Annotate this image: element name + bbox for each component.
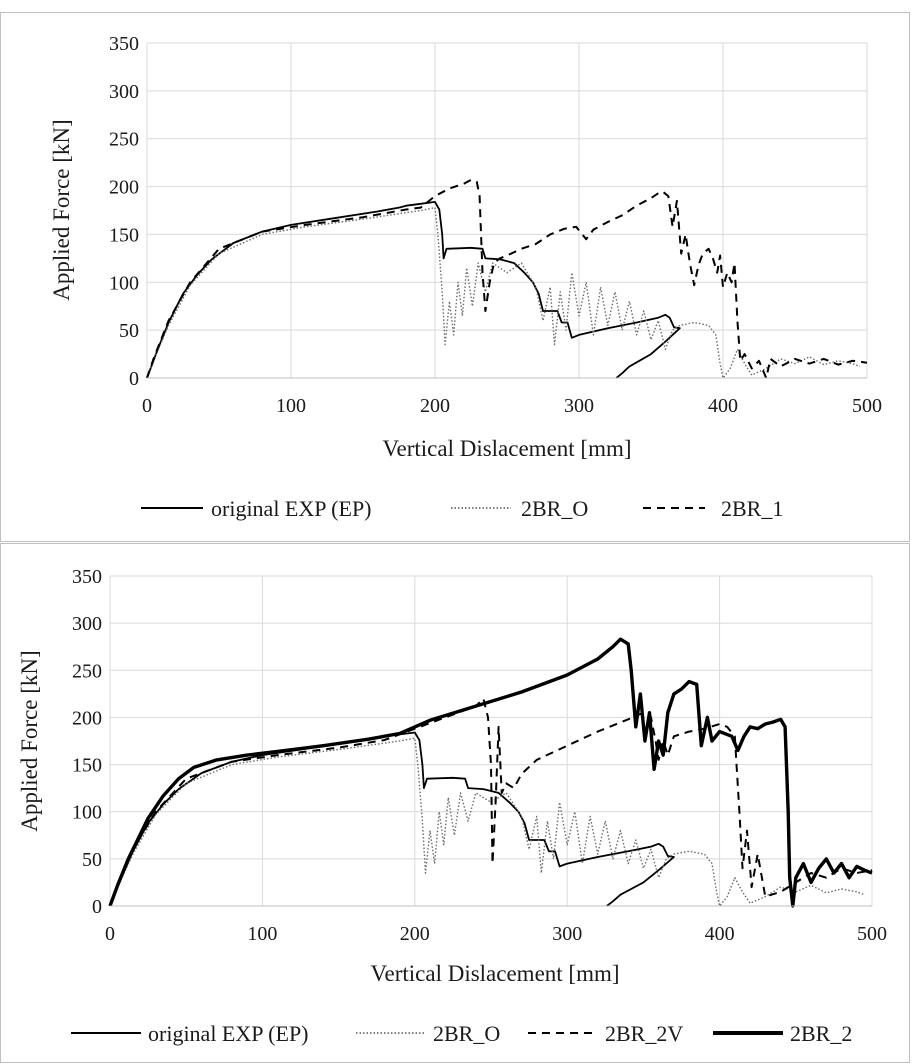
y-tick-label: 200	[72, 707, 102, 729]
y-axis-title: Applied Force [kN]	[17, 650, 42, 831]
legend-label-2br-2: 2BR_2	[790, 1021, 852, 1046]
x-tick-label: 200	[400, 923, 430, 945]
legend: original EXP (EP) 2BR_O 2BR_1	[141, 496, 783, 521]
axes: 0 50 100 150 200 250 300 350 0 100 200 300 400 500	[72, 566, 887, 945]
series-line-2br-2	[108, 637, 873, 908]
legend-label-2br-o: 2BR_O	[433, 1021, 500, 1046]
y-axis-title: Applied Force [kN]	[49, 119, 74, 300]
plot-area	[110, 576, 872, 906]
y-tick-label: 150	[72, 755, 102, 777]
legend-label-2br-1: 2BR_1	[721, 496, 783, 521]
series-line-2br-1	[146, 178, 868, 379]
y-tick-label: 350	[109, 33, 139, 55]
y-tick-label: 0	[129, 368, 139, 390]
chart-panel-2: 0 50 100 150 200 250 300 350 0 100 200 300 400 500 Ve…	[0, 543, 910, 1063]
x-tick-label: 100	[276, 395, 306, 417]
series-line-2br-o	[109, 737, 865, 907]
legend: original EXP (EP) 2BR_O 2BR_2V 2BR_2	[71, 1021, 852, 1046]
x-tick-label: 300	[552, 923, 582, 945]
y-tick-label: 350	[72, 566, 102, 588]
grid	[146, 42, 868, 379]
series-group	[146, 178, 868, 379]
x-tick-label: 300	[564, 395, 594, 417]
y-tick-label: 150	[109, 224, 139, 246]
y-tick-label: 0	[92, 896, 102, 918]
x-tick-label: 400	[705, 923, 735, 945]
y-tick-label: 250	[72, 660, 102, 682]
x-tick-label: 500	[852, 395, 882, 417]
axes: 0 50 100 150 200 250 300 350 0 100 200 300 400 500	[109, 33, 882, 417]
series-group	[108, 637, 873, 908]
plot-area	[147, 43, 867, 378]
y-tick-label: 50	[119, 320, 139, 342]
x-axis-title: Vertical Dislacement [mm]	[370, 961, 619, 986]
y-tick-label: 250	[109, 129, 139, 151]
x-tick-label: 100	[247, 923, 277, 945]
series-line-original-exp-ep	[146, 201, 681, 379]
grid	[109, 575, 873, 907]
x-axis-title: Vertical Dislacement [mm]	[382, 436, 631, 461]
chart-panel-1: 0 50 100 150 200 250 300 350 0 100 200 300 400 500 Ve…	[0, 12, 910, 542]
y-tick-label: 200	[109, 177, 139, 199]
y-tick-label: 100	[109, 272, 139, 294]
chart-1-svg: 0 50 100 150 200 250 300 350 0 100 200 300 400 500 Ve…	[49, 33, 882, 521]
series-line-2br-o	[146, 206, 861, 379]
chart-2-svg: 0 50 100 150 200 250 300 350 0 100 200 300 400 500 Ve…	[17, 566, 887, 1046]
y-tick-label: 50	[82, 849, 102, 871]
y-tick-label: 300	[72, 613, 102, 635]
y-tick-label: 300	[109, 81, 139, 103]
series-line-2br-2v	[109, 697, 873, 907]
x-tick-label: 0	[105, 923, 115, 945]
x-tick-label: 500	[857, 923, 887, 945]
x-tick-label: 0	[142, 395, 152, 417]
x-tick-label: 400	[708, 395, 738, 417]
legend-label-original-exp: original EXP (EP)	[148, 1021, 309, 1046]
x-tick-label: 200	[420, 395, 450, 417]
legend-label-original-exp: original EXP (EP)	[211, 496, 372, 521]
legend-label-2br-o: 2BR_O	[521, 496, 588, 521]
y-tick-label: 100	[72, 802, 102, 824]
legend-label-2br-2v: 2BR_2V	[605, 1021, 683, 1046]
